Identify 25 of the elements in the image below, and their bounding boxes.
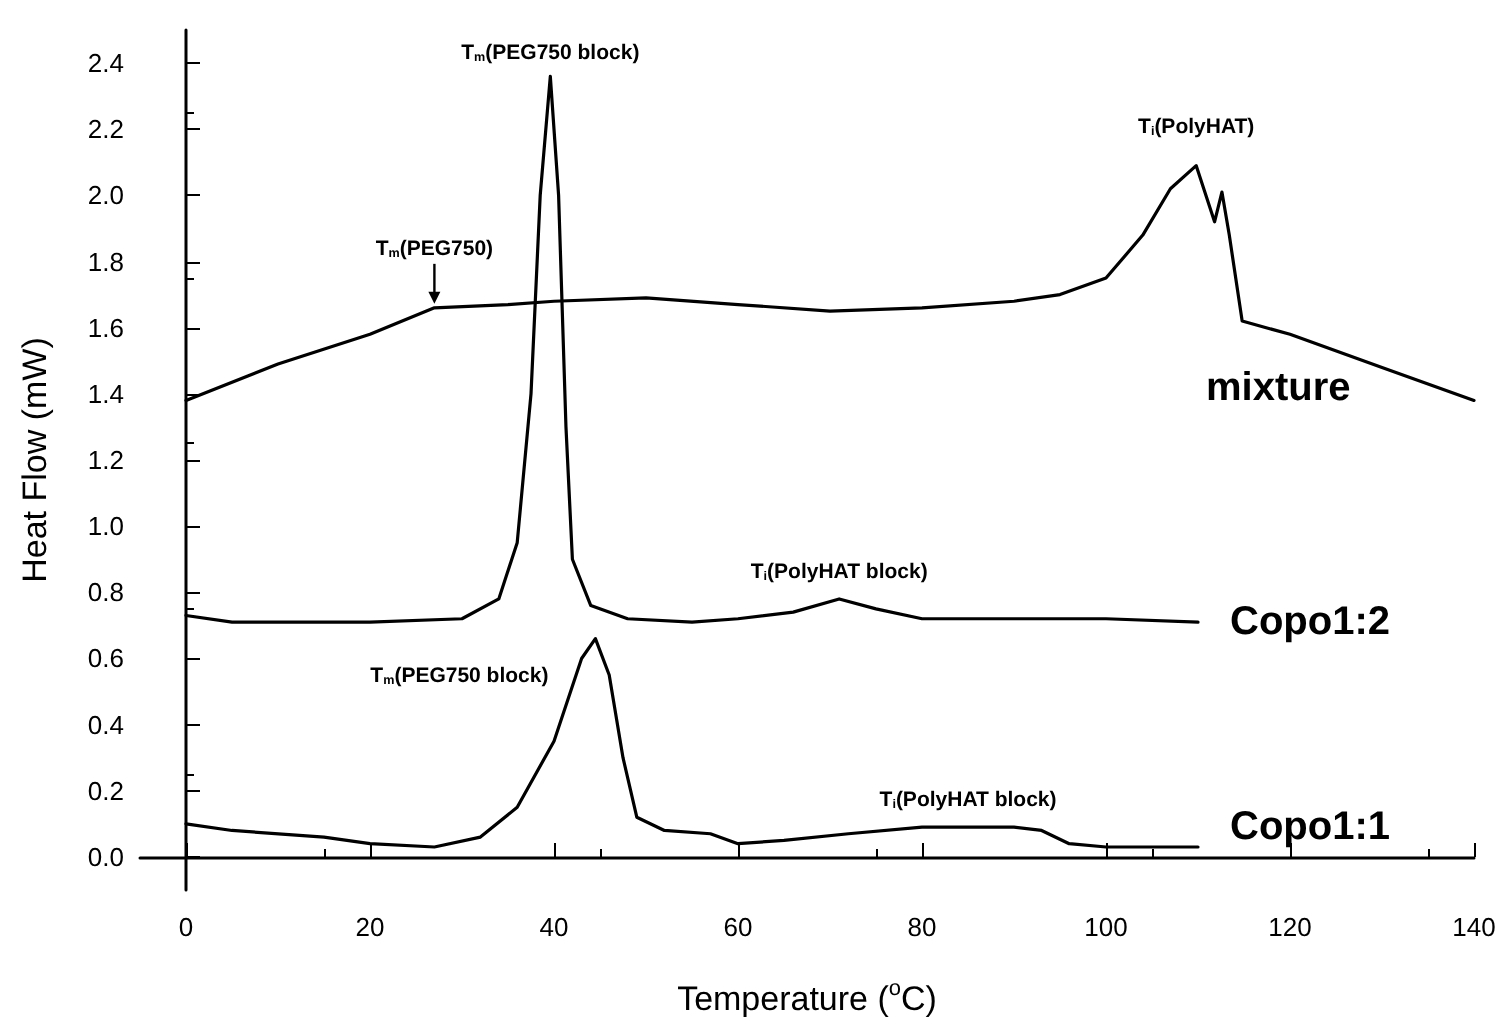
y-tick-label: 2.4 bbox=[87, 48, 124, 79]
x-tick-label: 60 bbox=[723, 912, 753, 942]
y-axis-title: Heat Flow (mW) bbox=[16, 337, 54, 583]
y-tick-label: 1.6 bbox=[87, 312, 124, 343]
x-tick-label: 20 bbox=[355, 912, 385, 942]
y-tick-label: 1.2 bbox=[87, 445, 124, 475]
x-tick-label: 0 bbox=[178, 912, 194, 942]
y-tick-label: 0.0 bbox=[87, 841, 124, 872]
y-tick-label: 1.8 bbox=[87, 246, 124, 277]
x-tick-label: 100 bbox=[1084, 912, 1128, 942]
y-tick-label: 1.4 bbox=[87, 378, 124, 409]
y-tick-label: 2.0 bbox=[87, 180, 124, 211]
y-tick-label: 1.0 bbox=[87, 511, 124, 542]
y-tick-label: 0.8 bbox=[87, 577, 124, 608]
x-tick-label: 40 bbox=[539, 912, 569, 942]
y-tick-label: 0.6 bbox=[87, 643, 124, 674]
x-tick-label: 140 bbox=[1452, 912, 1496, 942]
x-tick-label: 80 bbox=[907, 912, 937, 942]
y-tick-label: 0.2 bbox=[87, 775, 124, 806]
y-tick-label: 2.2 bbox=[87, 114, 124, 145]
series-label: Copo1:2 bbox=[1230, 600, 1390, 645]
series-label: mixture bbox=[1206, 366, 1351, 411]
y-tick-label: 0.4 bbox=[87, 709, 124, 740]
x-tick-label: 120 bbox=[1268, 912, 1312, 942]
series-label: Copo1:1 bbox=[1230, 805, 1390, 849]
